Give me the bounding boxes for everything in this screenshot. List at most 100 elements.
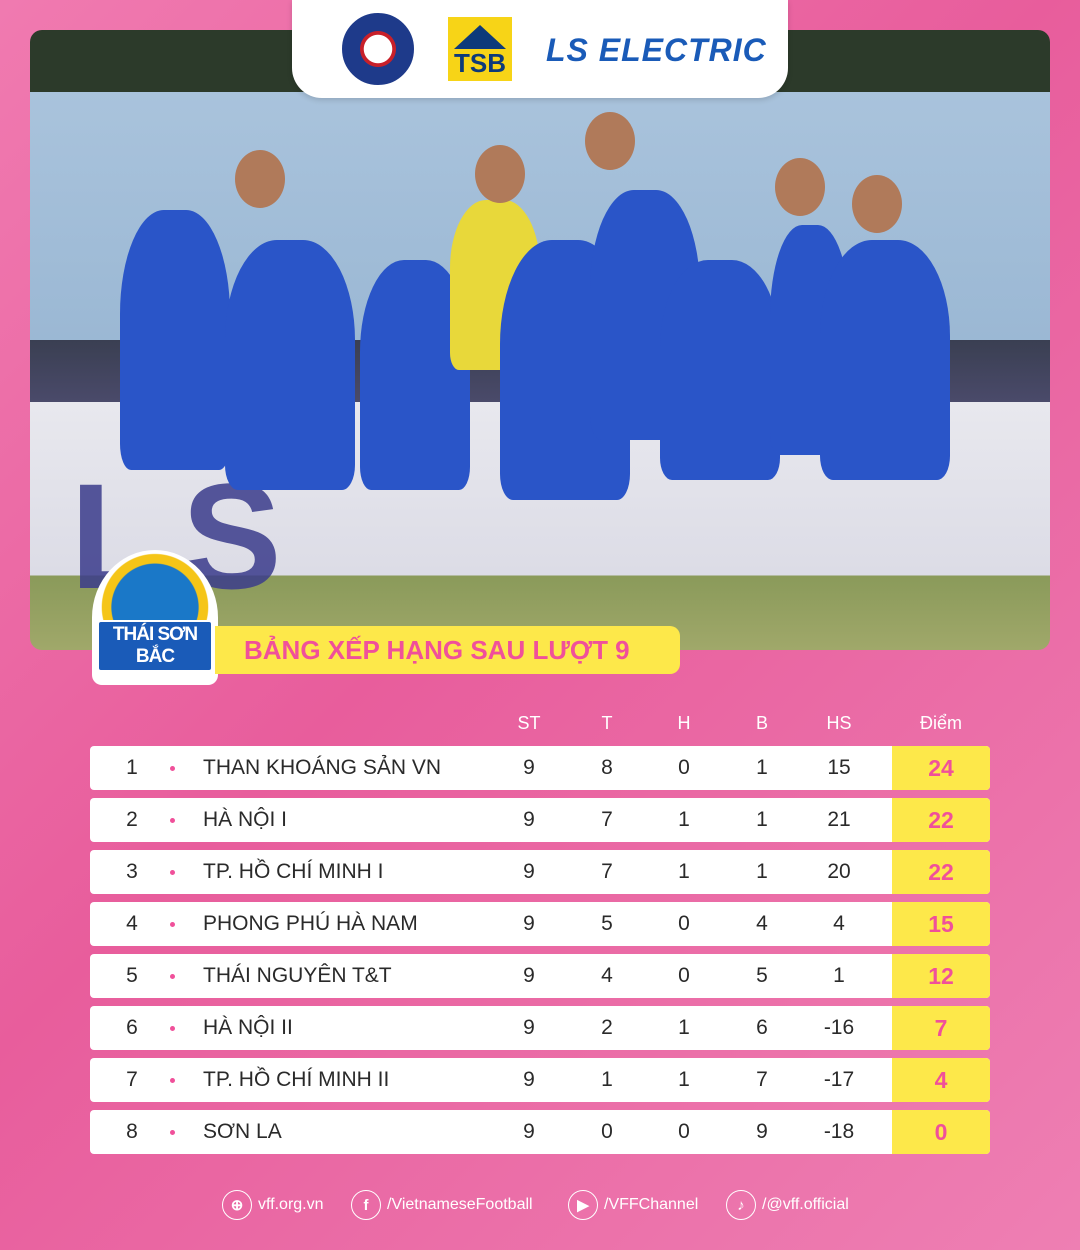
cell-points: 0 [892,1110,990,1154]
footer-link[interactable]: f/VietnameseFootball [351,1190,533,1220]
cell-h: 0 [678,1120,690,1143]
cell-hs: 1 [833,964,845,987]
cell-b: 4 [756,912,768,935]
rank: 1 [126,756,138,779]
bullet-dot [170,1026,175,1031]
cell-h: 1 [678,1068,690,1091]
rank: 7 [126,1068,138,1091]
youtube-icon: ▶ [568,1190,598,1220]
rank: 5 [126,964,138,987]
team-name: TP. HỒ CHÍ MINH II [203,1068,390,1091]
table-row: 6 HÀ NỘI II 9 2 1 6 -16 7 [90,1006,990,1050]
cell-t: 7 [601,808,613,831]
footer-link-text[interactable]: /VFFChannel [604,1196,699,1213]
cell-t: 8 [601,756,613,779]
cell-b: 5 [756,964,768,987]
bullet-dot [170,766,175,771]
team-name: THAN KHOÁNG SẢN VN [203,756,442,779]
cell-points: 24 [892,746,990,790]
cell-points: 22 [892,850,990,894]
facebook-icon: f [351,1190,381,1220]
column-header: T [601,713,613,733]
table-row: 7 TP. HỒ CHÍ MINH II 9 1 1 7 -17 4 [90,1058,990,1102]
footer-link[interactable]: ▶ /VFFChannel [568,1190,698,1220]
tournament-badge: THÁI SƠN BẮC [92,550,218,685]
rank: 4 [126,912,138,935]
rank: 3 [126,860,138,883]
column-header: HS [826,713,852,733]
cell-b: 1 [756,756,768,779]
team-name: SƠN LA [203,1120,282,1143]
cell-t: 0 [601,1120,613,1143]
table-row: 5 THÁI NGUYÊN T&T 9 4 0 5 1 12 [90,954,990,998]
cell-st: 9 [523,1120,535,1143]
cell-h: 0 [678,912,690,935]
cell-t: 5 [601,912,613,935]
cell-points: 7 [892,1006,990,1050]
column-header: ST [517,713,541,733]
cell-st: 9 [523,756,535,779]
cell-points: 12 [892,954,990,998]
column-header: B [755,713,768,733]
cell-t: 2 [601,1016,613,1039]
cell-h: 0 [678,964,690,987]
cell-st: 9 [523,1068,535,1091]
bullet-dot [170,922,175,927]
globe-icon: ⊕ [222,1190,252,1220]
cell-st: 9 [523,964,535,987]
vff-logo [342,13,414,85]
cell-b: 7 [756,1068,768,1091]
rank: 2 [126,808,138,831]
column-header: Điểm [919,713,962,733]
cell-b: 1 [756,860,768,883]
cell-hs: -16 [823,1016,855,1039]
rank: 6 [126,1016,138,1039]
table-row: 2 HÀ NỘI I 9 7 1 1 21 22 [90,798,990,842]
cell-b: 9 [756,1120,768,1143]
bullet-dot [170,818,175,823]
cell-t: 7 [601,860,613,883]
footer-link-text[interactable]: vff.org.vn [258,1196,324,1213]
cell-hs: 15 [827,756,851,779]
footer-link[interactable]: ⊕ vff.org.vn [222,1190,324,1220]
tiktok-icon: ♪ [726,1190,756,1220]
cell-t: 1 [601,1068,613,1091]
cell-h: 1 [678,808,690,831]
bullet-dot [170,870,175,875]
cell-hs: -17 [823,1068,855,1091]
cell-st: 9 [523,1016,535,1039]
footer-link-text[interactable]: /VietnameseFootball [387,1196,533,1213]
cell-h: 1 [678,860,690,883]
team-name: HÀ NỘI II [203,1016,293,1039]
team-name: PHONG PHÚ HÀ NAM [203,912,418,935]
bullet-dot [170,1130,175,1135]
cell-b: 6 [756,1016,768,1039]
footer-link[interactable]: ♪ /@vff.official [726,1190,849,1220]
bullet-dot [170,1078,175,1083]
cell-hs: 21 [827,808,851,831]
cell-st: 9 [523,912,535,935]
table-row: 3 TP. HỒ CHÍ MINH I 9 7 1 1 20 22 [90,850,990,894]
cell-hs: -18 [823,1120,855,1143]
cell-hs: 4 [833,912,845,935]
table-row: 1 THAN KHOÁNG SẢN VN 9 8 0 1 15 24 [90,746,990,790]
cell-points: 4 [892,1058,990,1102]
standings-title: BẢNG XẾP HẠNG SAU LƯỢT 9 [215,626,680,674]
column-header: H [677,713,691,733]
cell-points: 15 [892,902,990,946]
team-name: TP. HỒ CHÍ MINH I [203,860,384,883]
cell-t: 4 [601,964,613,987]
team-photo: LS [30,30,1050,650]
cell-st: 9 [523,808,535,831]
team-name: HÀ NỘI I [203,808,288,831]
tsb-logo: TSB [448,17,512,81]
cell-b: 1 [756,808,768,831]
footer-link-text[interactable]: /@vff.official [762,1196,849,1213]
team-name: THÁI NGUYÊN T&T [203,964,392,987]
cell-hs: 20 [827,860,851,883]
cell-st: 9 [523,860,535,883]
rank: 8 [126,1120,138,1143]
bullet-dot [170,974,175,979]
ls-electric-logo: LS ELECTRIC [546,32,767,68]
cell-points: 22 [892,798,990,842]
